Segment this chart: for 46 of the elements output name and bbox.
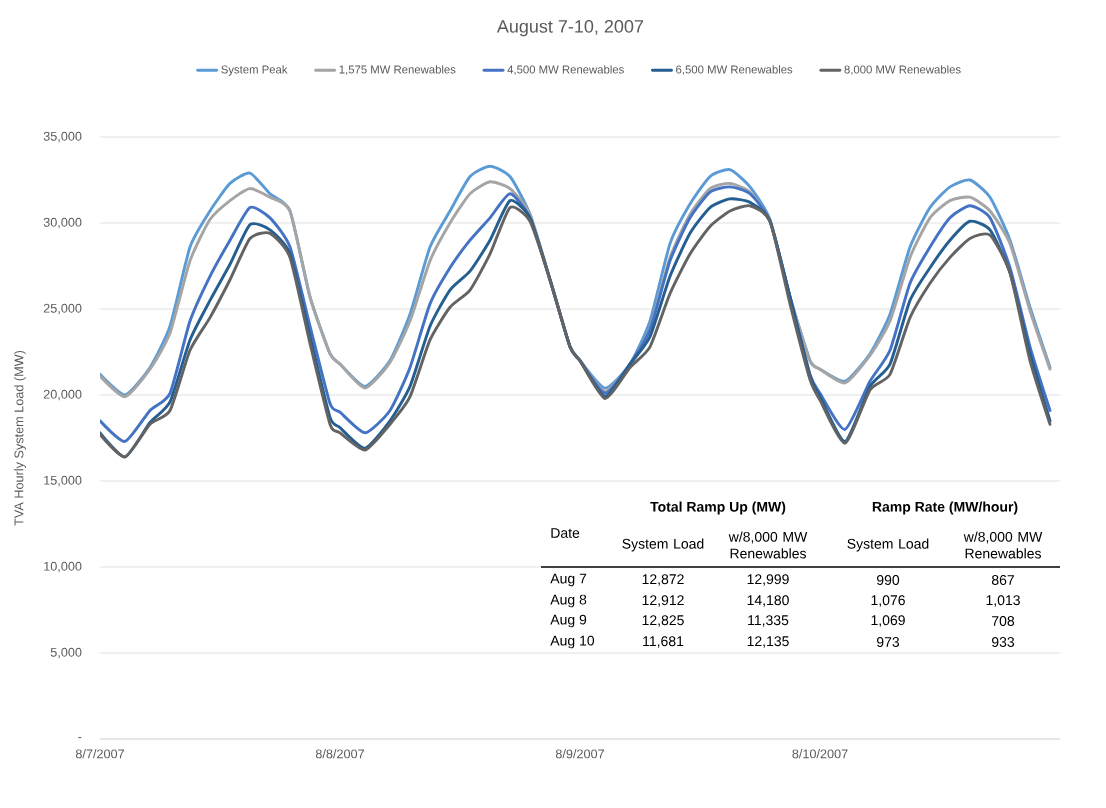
annotation: 12,999: [747, 574, 789, 586]
y-tick-label: 5,000: [50, 647, 82, 659]
legend-label: 6,500 MW Renewables: [676, 65, 793, 75]
annotation: System Load: [622, 538, 704, 552]
annotation: w/8,000 MW Renewables: [963, 531, 1043, 559]
y-tick-label: 20,000: [43, 389, 82, 401]
legend-label: 4,500 MW Renewables: [507, 65, 624, 75]
legend-label: System Peak: [221, 65, 288, 76]
x-tick-label: 8/7/2007: [75, 749, 125, 759]
y-tick-label: 15,000: [44, 475, 82, 487]
legend-label: 1,575 MW Renewables: [339, 65, 456, 75]
chart-title: August 7-10, 2007: [496, 19, 644, 37]
annotation: 12,135: [747, 636, 789, 648]
annotation: 12,912: [642, 595, 684, 607]
y-tick-label: 10,000: [44, 561, 82, 573]
x-tick-label: 8/10/2007: [792, 749, 848, 759]
annotation: Total Ramp Up (MW): [650, 501, 786, 515]
legend-label: 8,000 MW Renewables: [844, 65, 961, 75]
annotation: 12,872: [642, 574, 684, 586]
y-axis-title: TVA Hourly System Load (MW): [14, 350, 26, 526]
y-tick-label: 30,000: [43, 217, 82, 229]
annotation: w/8,000 MW Renewables: [728, 531, 808, 559]
x-tick-label: 8/9/2007: [555, 749, 605, 759]
y-tick-label: 35,000: [43, 131, 82, 143]
annotation: Aug 7: [550, 573, 587, 587]
annotation: 708: [992, 616, 1015, 626]
y-tick-label: -: [78, 737, 82, 739]
annotation: 12,825: [642, 615, 684, 627]
annotation: 933: [991, 637, 1015, 647]
annotation: Aug 9: [550, 614, 587, 628]
annotation: 1,076: [871, 595, 905, 607]
annotation: 867: [991, 575, 1014, 585]
annotation: 973: [876, 637, 900, 647]
annotation: 14,180: [747, 595, 789, 607]
annotation: 990: [876, 575, 900, 585]
annotation: 11,681: [643, 636, 684, 648]
x-tick-label: 8/8/2007: [315, 749, 365, 759]
annotation: Aug 10: [550, 635, 595, 649]
annotation: 11,335: [748, 615, 789, 627]
annotation: Date: [551, 528, 580, 538]
annotation: Aug 8: [550, 594, 587, 608]
y-tick-label: 25,000: [43, 303, 82, 315]
annotation: System Load: [847, 538, 929, 552]
annotation: Ramp Rate (MW/hour): [872, 501, 1018, 515]
annotation: 1,013: [986, 595, 1020, 607]
annotation: 1,069: [871, 615, 905, 627]
